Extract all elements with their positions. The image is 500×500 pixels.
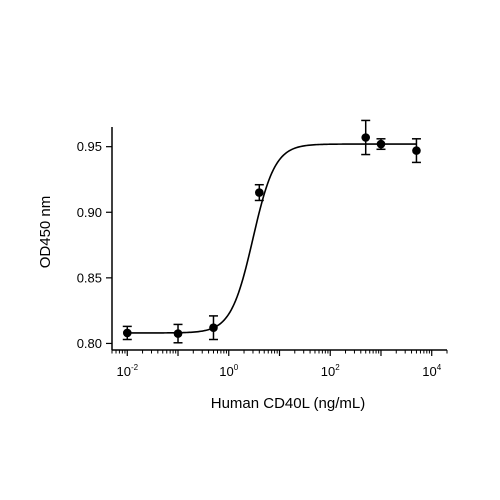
y-tick-label: 0.90 (77, 205, 102, 220)
x-tick-label-exponent: -2 (131, 363, 139, 372)
y-axis-title: OD450 nm (37, 196, 54, 269)
data-point (361, 133, 371, 142)
data-point (255, 188, 264, 197)
x-tick-label-base: 10 (321, 364, 335, 379)
x-tick-label-base: 10 (116, 364, 130, 379)
x-tick-label: 102 (321, 363, 340, 379)
y-ticks: 0.80 0.85 0.90 0.95 (77, 139, 112, 351)
x-tick-label: 104 (422, 363, 441, 379)
y-tick-label: 0.95 (77, 139, 102, 154)
x-tick-label: 10-2 (116, 363, 138, 379)
error-bars-layer (122, 119, 421, 344)
x-tick-label-base: 10 (422, 364, 436, 379)
data-point (376, 139, 386, 149)
fit-curve (127, 143, 417, 334)
x-axis-title: Human CD40L (ng/mL) (211, 395, 366, 412)
data-point (412, 146, 421, 155)
y-tick-label: 0.85 (77, 270, 102, 285)
x-tick-label-base: 10 (219, 364, 233, 379)
fit-curve-layer (127, 143, 417, 334)
y-tick-label: 0.80 (77, 336, 102, 351)
x-ticks: 10-2 100 102 104 (111, 350, 448, 379)
x-tick-label: 100 (219, 363, 238, 379)
x-tick-label-exponent: 2 (335, 363, 340, 372)
data-point (122, 328, 132, 338)
data-points-layer (122, 133, 421, 338)
x-tick-label-exponent: 4 (437, 363, 442, 372)
data-point (209, 323, 218, 333)
x-tick-label-exponent: 0 (234, 363, 239, 372)
data-point (173, 329, 183, 338)
